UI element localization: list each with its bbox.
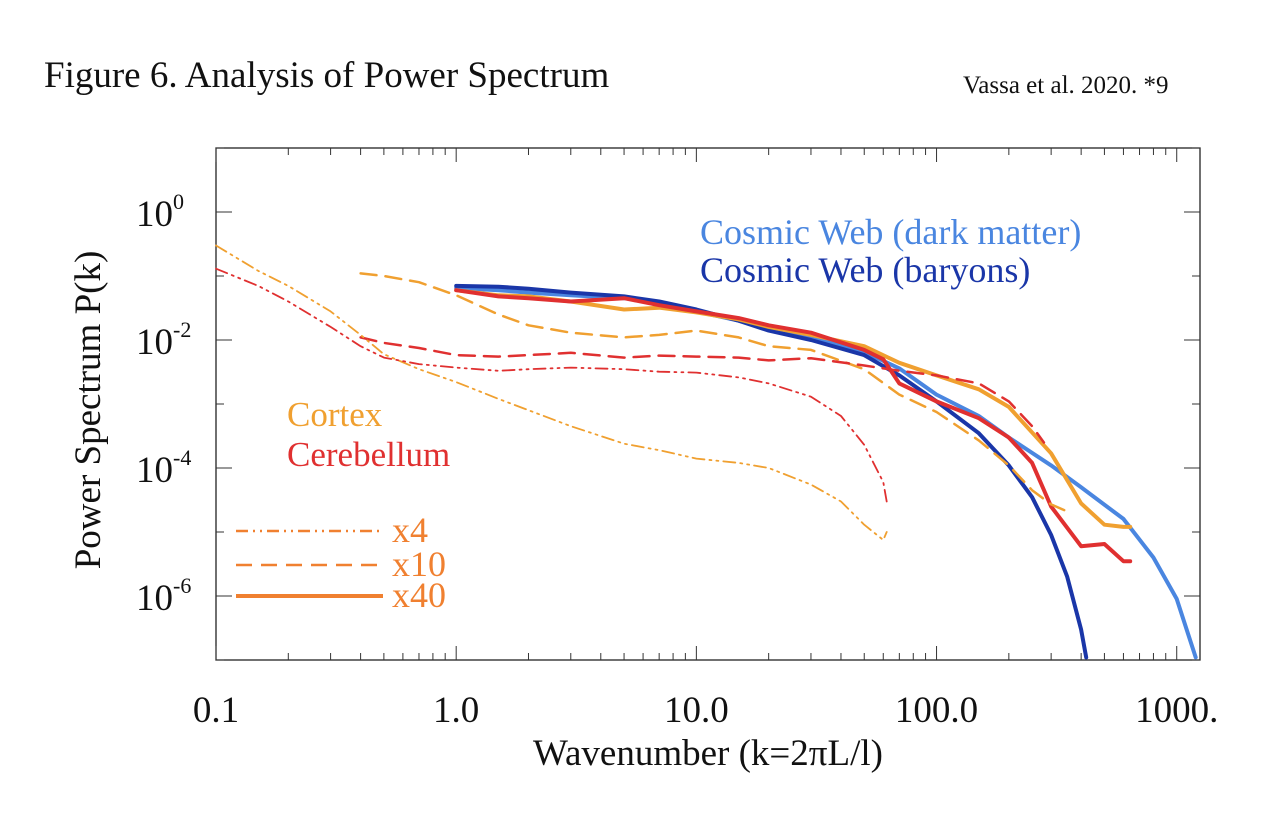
style-key-label: x10 <box>392 544 446 584</box>
y-tick-base: 10 <box>136 450 173 491</box>
legend-entry: Cosmic Web (baryons) <box>700 250 1030 290</box>
x-tick-label: 0.1 <box>193 690 239 731</box>
y-tick-label: 10-6 <box>136 573 191 619</box>
y-tick-exponent: -6 <box>173 573 191 598</box>
series-cerebellum-x40 <box>454 288 1133 564</box>
axis-ticks <box>215 147 1200 661</box>
y-tick-exponent: 0 <box>173 189 184 214</box>
legend-entry: Cosmic Web (dark matter) <box>700 212 1081 252</box>
series-cerebellum-x4 <box>215 267 888 503</box>
y-tick-label: 100 <box>136 189 184 235</box>
y-tick-exponent: -2 <box>173 317 191 342</box>
y-tick-exponent: -4 <box>173 445 191 470</box>
series-cerebellum-x10 <box>359 336 1046 444</box>
y-tick-label: 10-4 <box>136 445 191 491</box>
x-axis-label: Wavenumber (k=2πL/l) <box>533 733 883 774</box>
x-tick-label: 100.0 <box>895 690 978 731</box>
style-key-label: x40 <box>392 575 446 615</box>
figure-citation: Vassa et al. 2020. *9 <box>963 72 1169 99</box>
y-tick-label: 10-2 <box>136 317 191 363</box>
y-tick-base: 10 <box>136 578 173 619</box>
x-tick-label: 10.0 <box>664 690 729 731</box>
series-cosmic-web-baryons <box>454 283 1089 660</box>
x-tick-label: 1.0 <box>433 690 479 731</box>
x-tick-label: 1000. <box>1135 690 1218 731</box>
style-key-label: x4 <box>392 510 428 550</box>
annotation-label: Cortex <box>287 395 383 434</box>
y-tick-base: 10 <box>136 322 173 363</box>
y-axis-label: Power Spectrum P(k) <box>68 251 109 570</box>
text-layer: 0.1 1.0 10.0 100.0 1000.10010-210-410-6Waven… <box>68 189 1218 774</box>
annotation-label: Cerebellum <box>287 435 450 474</box>
series-layer <box>215 244 1198 660</box>
series-cortex-x10 <box>359 272 1066 512</box>
figure-title: Figure 6. Analysis of Power Spectrum <box>44 55 610 96</box>
y-tick-base: 10 <box>136 194 173 235</box>
